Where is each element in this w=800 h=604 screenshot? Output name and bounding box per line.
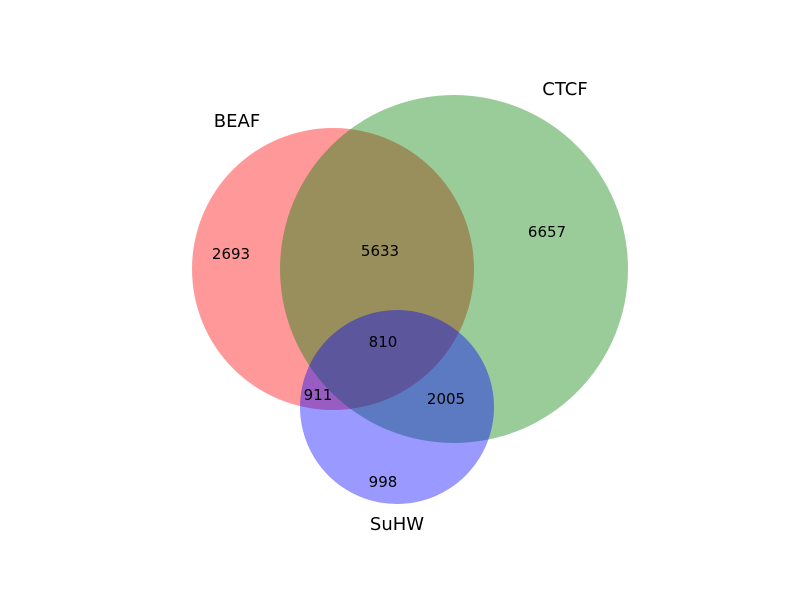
beaf-only-count: 2693 (212, 245, 250, 263)
ctcf-circle (280, 95, 628, 443)
beaf-suhw-count: 911 (304, 386, 333, 404)
beaf-circle (192, 128, 474, 410)
suhw-circle (300, 310, 494, 504)
ctcf-suhw-count: 2005 (427, 390, 465, 408)
beaf-ctcf-count: 5633 (361, 242, 399, 260)
all-three-count: 810 (369, 333, 398, 351)
ctcf-set-label: CTCF (542, 79, 587, 100)
suhw-only-count: 998 (369, 473, 398, 491)
suhw-set-label: SuHW (370, 514, 424, 535)
ctcf-only-count: 6657 (528, 223, 566, 241)
beaf-set-label: BEAF (214, 111, 260, 132)
